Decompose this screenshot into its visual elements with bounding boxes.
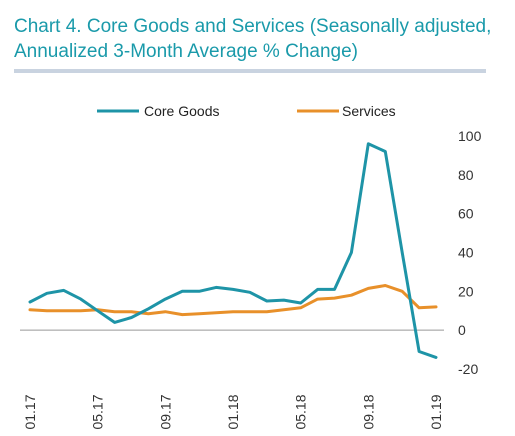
- y-tick-label: 20: [458, 283, 474, 299]
- x-axis-ticks: 01.17 05.17 09.17 01.18 05.18 09.18 01.19: [22, 394, 444, 429]
- x-tick-label: 09.17: [157, 394, 173, 429]
- x-tick-label: 05.18: [293, 394, 309, 429]
- series-layer: [28, 142, 438, 359]
- x-tick-label: 01.17: [22, 394, 38, 429]
- y-axis-ticks: 100 80 60 40 20 0 -20: [458, 128, 482, 377]
- y-tick-label: 100: [458, 128, 482, 144]
- y-tick-label: 0: [458, 322, 466, 338]
- x-tick-label: 05.17: [90, 394, 106, 429]
- legend: Core Goods Services: [97, 103, 396, 119]
- chart-title-sub: (Seasonally adjusted, Annualized 3-Month…: [14, 16, 492, 62]
- x-tick-label: 01.19: [428, 394, 444, 429]
- chart-title: Chart 4. Core Goods and Services (Season…: [14, 14, 504, 64]
- x-tick-label: 09.18: [360, 394, 376, 429]
- legend-label-services: Services: [342, 103, 396, 119]
- y-tick-label: 60: [458, 206, 474, 222]
- y-tick-label: -20: [458, 361, 478, 377]
- title-underline: [14, 69, 486, 73]
- y-tick-label: 40: [458, 245, 474, 261]
- chart-title-main: Chart 4. Core Goods and Services: [14, 16, 305, 37]
- y-tick-label: 80: [458, 167, 474, 183]
- x-tick-label: 01.18: [225, 394, 241, 429]
- legend-label-core-goods: Core Goods: [144, 103, 219, 119]
- series-line-core-goods: [28, 142, 438, 359]
